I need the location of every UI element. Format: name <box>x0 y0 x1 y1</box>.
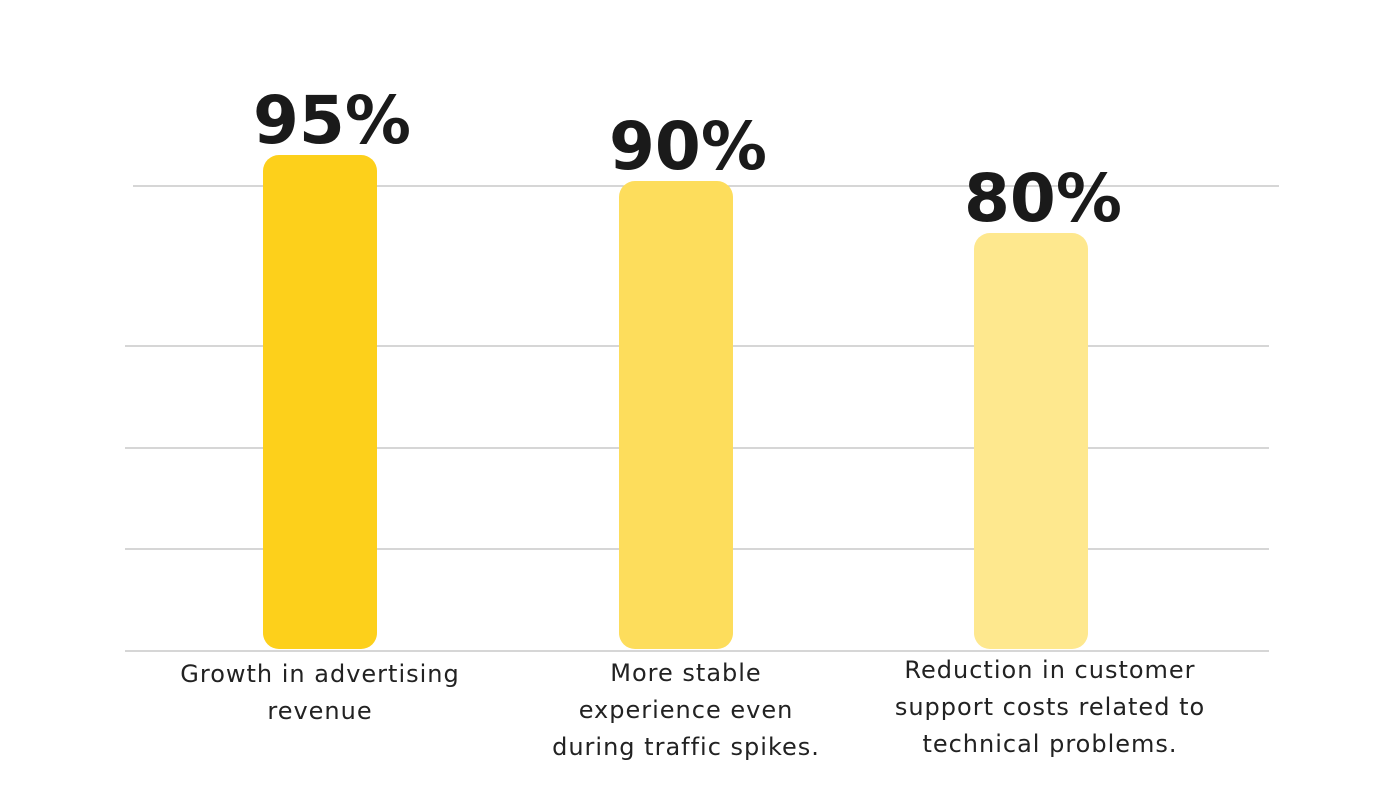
value-label-3: 80% <box>964 160 1122 237</box>
category-label-2: More stable experience even during traffic… <box>552 659 820 761</box>
category-label-line: revenue <box>267 697 372 725</box>
value-label-2: 90% <box>609 108 767 185</box>
value-labels: 95% 90% 80% <box>253 82 1122 237</box>
category-label-1: Growth in advertising revenue <box>180 660 459 725</box>
category-label-3: Reduction in customer support costs relat… <box>895 656 1205 758</box>
bar-3 <box>974 233 1088 649</box>
category-label-line: Growth in advertising <box>180 660 459 688</box>
category-labels: Growth in advertising revenue More stable e… <box>180 656 1205 761</box>
value-label-1: 95% <box>253 82 411 159</box>
category-label-line: during traffic spikes. <box>552 733 820 761</box>
category-label-line: experience even <box>579 696 794 724</box>
category-label-line: technical problems. <box>922 730 1177 758</box>
bar-2 <box>619 181 733 649</box>
bars <box>263 155 1088 649</box>
bar-1 <box>263 155 377 649</box>
category-label-line: Reduction in customer <box>904 656 1195 684</box>
category-label-line: support costs related to <box>895 693 1205 721</box>
category-label-line: More stable <box>610 659 761 687</box>
